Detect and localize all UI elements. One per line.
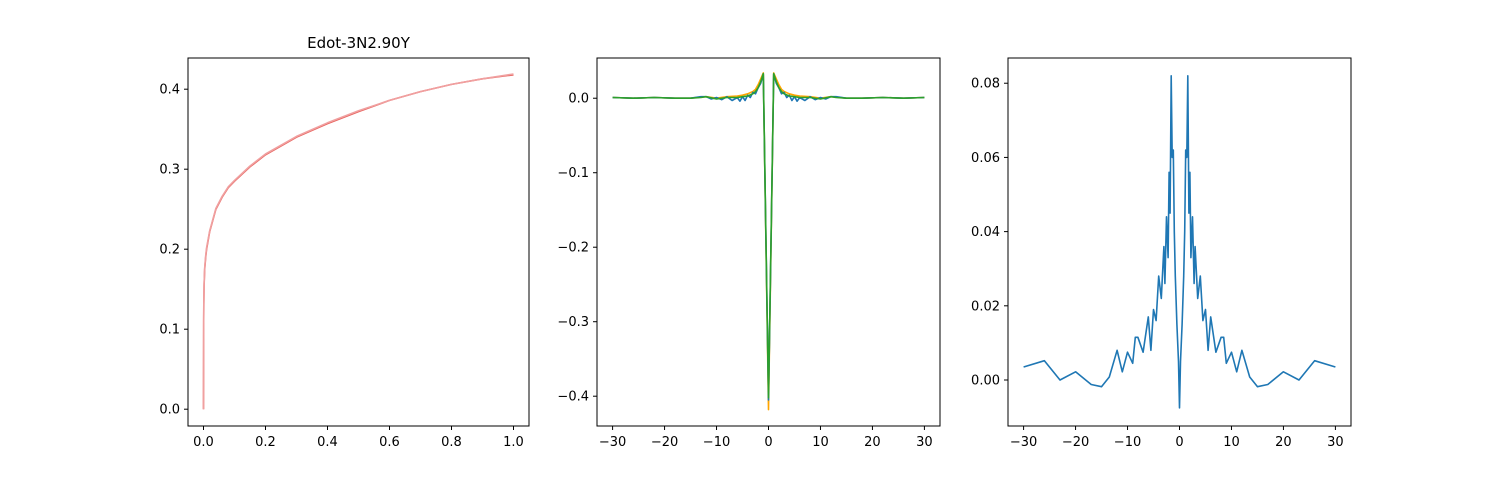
y-axis: 0.0 0.1 0.2 0.3 0.4	[159, 83, 188, 418]
y-tick-label: 0.2	[159, 243, 180, 258]
x-tick-label: 10	[812, 435, 829, 450]
x-tick-label: 0.2	[255, 435, 276, 450]
x-axis: −30 −20 −10 0 10 20 30	[599, 426, 933, 450]
chart-panel-1: 0.0 0.2 0.4 0.6 0.8 1.0 0.0 0.1 0.2 0.3 0.4 Edot-3N…	[159, 34, 530, 450]
x-tick-label: −10	[703, 435, 730, 450]
y-tick-label: 0.04	[971, 225, 1000, 240]
series-group	[612, 72, 925, 411]
y-tick-label: −0.3	[557, 315, 589, 330]
series-line-3	[612, 72, 925, 399]
series-line-1	[1023, 75, 1336, 409]
chart-title: Edot-3N2.90Y	[307, 34, 411, 52]
x-axis: 0.0 0.2 0.4 0.6 0.8 1.0	[193, 426, 524, 450]
x-tick-label: −30	[1010, 435, 1037, 450]
x-tick-label: 0.8	[441, 435, 462, 450]
y-axis: 0.00 0.02 0.04 0.06 0.08	[971, 77, 1008, 389]
x-tick-label: 30	[916, 435, 933, 450]
y-tick-label: 0.0	[159, 403, 180, 418]
y-tick-label: 0.4	[159, 83, 180, 98]
y-tick-label: 0.3	[159, 163, 180, 178]
y-tick-label: 0.00	[971, 374, 1000, 389]
x-tick-label: −30	[599, 435, 626, 450]
y-tick-label: −0.1	[557, 166, 589, 181]
y-tick-label: 0.0	[568, 92, 589, 107]
chart-panel-2: −30 −20 −10 0 10 20 30 −0.4 −0.3 −0.2 −0.1 0.0	[557, 57, 941, 450]
x-tick-label: −20	[1062, 435, 1089, 450]
y-tick-label: 0.08	[971, 77, 1000, 92]
x-tick-label: 1.0	[503, 435, 524, 450]
y-axis: −0.4 −0.3 −0.2 −0.1 0.0	[557, 92, 597, 405]
x-tick-label: 10	[1223, 435, 1240, 450]
y-tick-label: 0.1	[159, 323, 180, 338]
x-tick-label: −20	[651, 435, 678, 450]
axes-frame	[187, 57, 530, 427]
series-group	[1023, 75, 1336, 409]
x-tick-label: −10	[1114, 435, 1141, 450]
x-tick-label: 20	[864, 435, 881, 450]
series-line-2	[202, 73, 514, 410]
x-tick-label: 0.6	[379, 435, 400, 450]
x-tick-label: 0	[1175, 435, 1183, 450]
x-tick-label: 30	[1327, 435, 1344, 450]
y-tick-label: 0.06	[971, 151, 1000, 166]
series-line-1	[202, 74, 514, 410]
x-tick-label: 0	[764, 435, 772, 450]
y-tick-label: −0.4	[557, 390, 589, 405]
x-tick-label: 0.0	[193, 435, 214, 450]
series-group	[202, 73, 514, 410]
x-axis: −30 −20 −10 0 10 20 30	[1010, 426, 1344, 450]
chart-panel-3: −30 −20 −10 0 10 20 30 0.00 0.02 0.04 0.06 0.08	[971, 57, 1352, 450]
x-tick-label: 0.4	[317, 435, 338, 450]
x-tick-label: 20	[1275, 435, 1292, 450]
y-tick-label: 0.02	[971, 299, 1000, 314]
y-tick-label: −0.2	[557, 241, 589, 256]
